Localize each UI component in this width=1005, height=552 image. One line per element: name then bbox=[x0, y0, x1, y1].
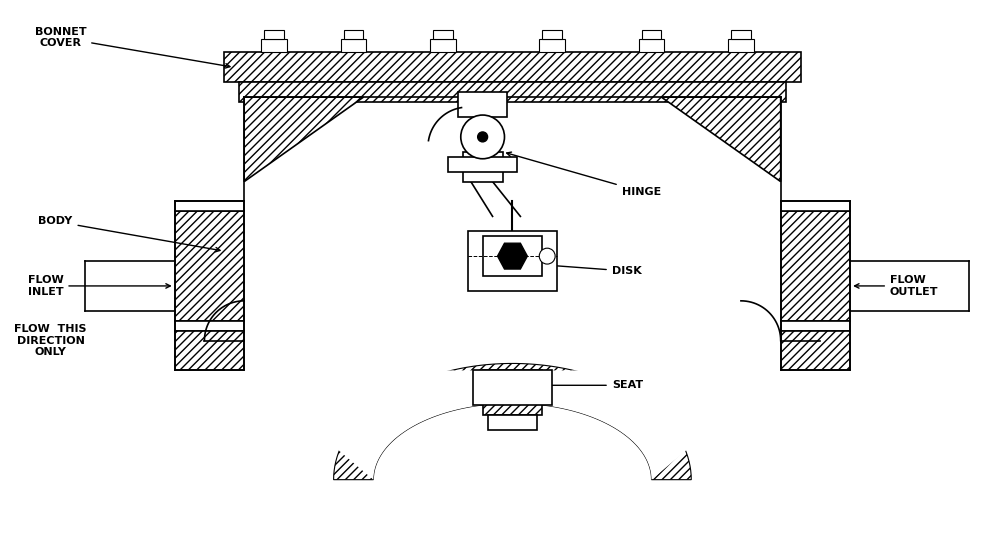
Circle shape bbox=[460, 115, 505, 159]
Bar bbox=[239, 82, 786, 102]
Polygon shape bbox=[661, 97, 781, 182]
Bar bbox=[458, 92, 508, 117]
Bar bbox=[261, 39, 286, 52]
Text: DISK: DISK bbox=[496, 259, 641, 276]
Bar bbox=[462, 152, 502, 182]
Bar bbox=[781, 321, 850, 331]
Bar bbox=[540, 39, 565, 52]
Bar bbox=[224, 52, 801, 82]
Bar bbox=[781, 211, 850, 321]
Polygon shape bbox=[497, 243, 528, 269]
Bar bbox=[264, 30, 284, 39]
Polygon shape bbox=[244, 97, 364, 182]
Bar bbox=[641, 30, 661, 39]
Text: SEAT: SEAT bbox=[527, 380, 643, 390]
Bar bbox=[543, 30, 562, 39]
Bar bbox=[482, 370, 543, 415]
Bar bbox=[448, 157, 518, 172]
Polygon shape bbox=[244, 370, 781, 480]
Bar bbox=[638, 39, 664, 52]
Bar bbox=[175, 211, 244, 321]
Text: BODY: BODY bbox=[38, 216, 220, 252]
Bar bbox=[175, 331, 244, 370]
Bar bbox=[781, 201, 850, 211]
Circle shape bbox=[477, 132, 487, 142]
Bar bbox=[731, 30, 751, 39]
Bar bbox=[175, 321, 244, 331]
Text: FLOW  THIS
DIRECTION
ONLY: FLOW THIS DIRECTION ONLY bbox=[14, 324, 86, 357]
Bar bbox=[175, 201, 244, 211]
Text: BONNET
COVER: BONNET COVER bbox=[34, 26, 230, 68]
Bar bbox=[467, 231, 557, 291]
Text: FLOW
INLET: FLOW INLET bbox=[27, 275, 170, 297]
Text: HINGE: HINGE bbox=[507, 152, 661, 197]
Bar bbox=[728, 39, 754, 52]
Bar bbox=[487, 415, 538, 430]
Bar bbox=[341, 39, 367, 52]
Bar bbox=[433, 30, 453, 39]
Bar bbox=[472, 370, 552, 405]
Polygon shape bbox=[334, 363, 691, 480]
Bar bbox=[482, 236, 543, 276]
Circle shape bbox=[540, 248, 555, 264]
Text: FLOW
OUTLET: FLOW OUTLET bbox=[854, 275, 939, 297]
Bar bbox=[344, 30, 364, 39]
Bar bbox=[781, 331, 850, 370]
Bar bbox=[430, 39, 456, 52]
